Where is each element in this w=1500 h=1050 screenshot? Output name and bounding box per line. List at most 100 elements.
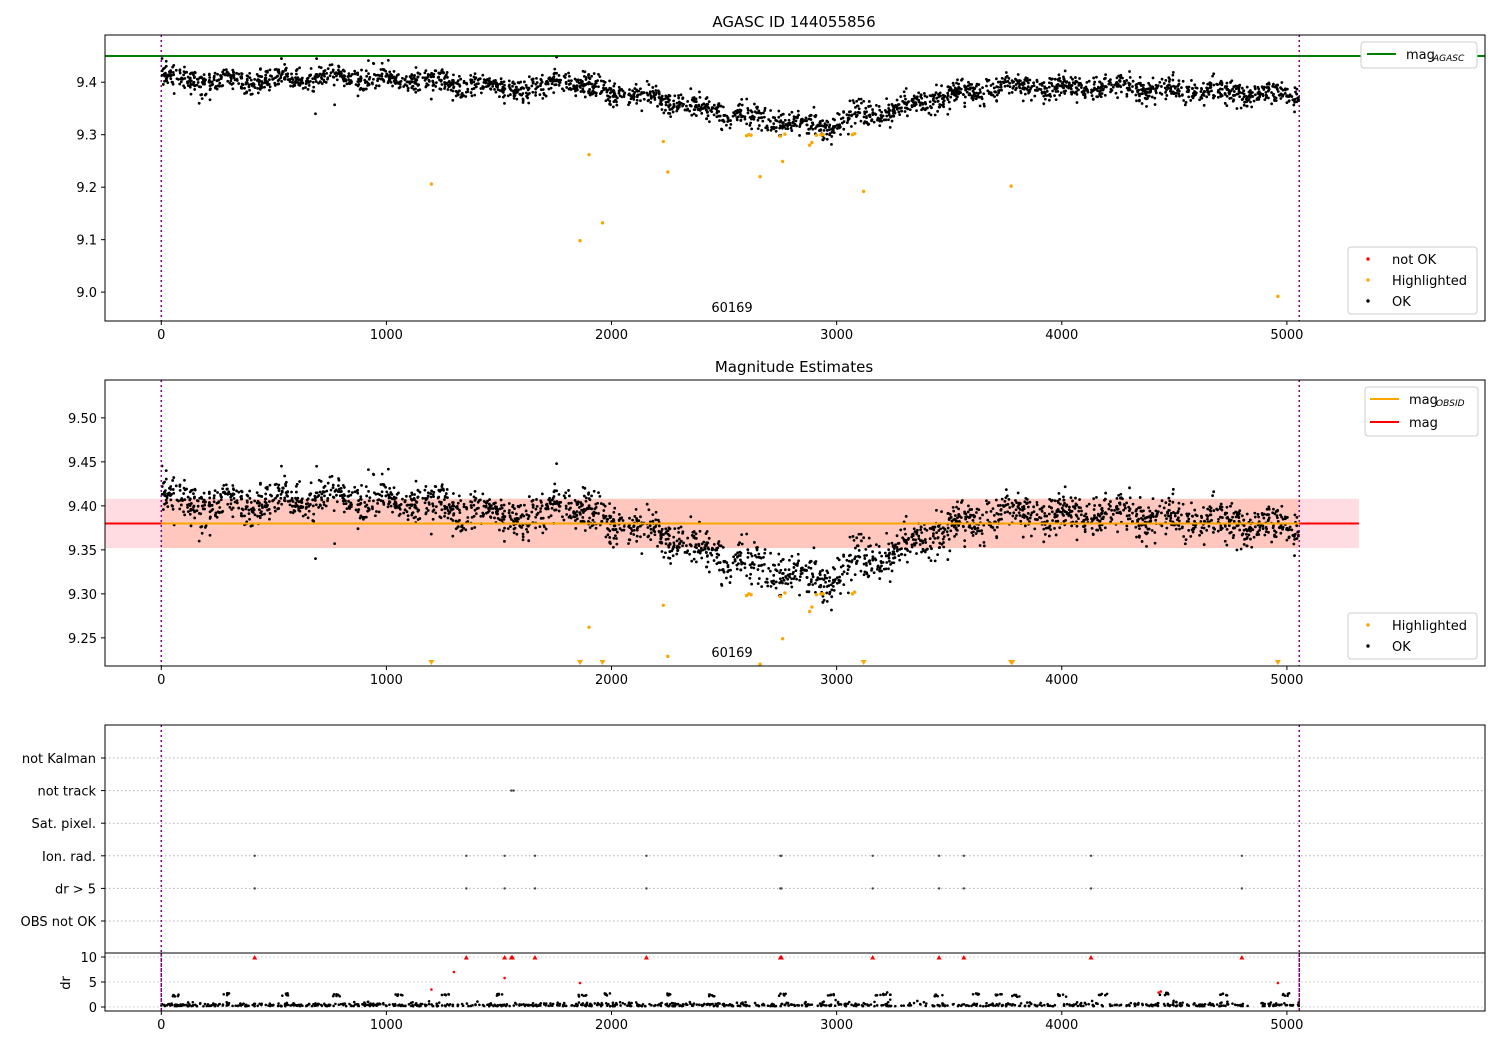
ok-point bbox=[426, 491, 430, 495]
ok-point bbox=[632, 95, 636, 99]
ok-point bbox=[177, 499, 180, 503]
ok-point bbox=[815, 578, 818, 582]
ok-point bbox=[189, 92, 193, 96]
ok-point bbox=[457, 74, 461, 78]
ok-point bbox=[955, 505, 958, 509]
ok-point bbox=[1093, 80, 1097, 84]
ok-point bbox=[447, 512, 451, 515]
ok-point bbox=[769, 551, 773, 555]
ok-point bbox=[212, 494, 216, 498]
ok-point bbox=[925, 95, 929, 99]
ok-point bbox=[1235, 548, 1239, 552]
ok-point bbox=[925, 106, 928, 110]
ok-point bbox=[353, 485, 357, 489]
x-tick-label: 0 bbox=[157, 328, 165, 343]
ok-point bbox=[245, 493, 249, 497]
ok-point bbox=[445, 71, 449, 74]
ok-point bbox=[412, 516, 416, 520]
ok-point bbox=[1168, 77, 1172, 81]
ok-point bbox=[1155, 514, 1159, 517]
ok-point bbox=[371, 472, 375, 476]
ok-point bbox=[905, 560, 909, 564]
ok-point bbox=[1245, 537, 1248, 540]
ok-point bbox=[654, 510, 658, 514]
ok-point bbox=[954, 526, 958, 530]
ok-point bbox=[761, 119, 765, 123]
ok-point bbox=[550, 506, 554, 510]
ok-point bbox=[1071, 505, 1075, 509]
ok-point bbox=[544, 527, 548, 531]
ok-point bbox=[957, 82, 961, 86]
ok-point bbox=[1288, 525, 1292, 529]
ok-point bbox=[889, 562, 892, 566]
ok-point bbox=[273, 68, 277, 72]
ok-point bbox=[904, 538, 908, 542]
ok-point bbox=[1145, 544, 1148, 548]
ok-point bbox=[796, 552, 800, 556]
ok-point bbox=[328, 475, 332, 479]
ok-point bbox=[371, 61, 375, 65]
ok-point bbox=[856, 110, 860, 114]
ok-point bbox=[957, 91, 961, 95]
ok-point bbox=[980, 97, 984, 101]
ok-point bbox=[469, 500, 472, 504]
ok-point bbox=[859, 119, 863, 123]
ok-point bbox=[1235, 107, 1239, 110]
ok-point bbox=[171, 507, 175, 511]
ok-point bbox=[1019, 519, 1023, 523]
ok-point bbox=[805, 119, 808, 123]
ok-point bbox=[946, 112, 950, 116]
ok-point bbox=[592, 72, 596, 75]
ok-point bbox=[811, 127, 815, 131]
ok-point bbox=[1242, 92, 1246, 96]
ok-point bbox=[440, 69, 444, 73]
ok-point bbox=[273, 506, 277, 509]
ok-point bbox=[290, 76, 294, 80]
ok-point bbox=[366, 509, 370, 513]
ok-point bbox=[342, 510, 346, 514]
ok-point bbox=[562, 89, 566, 93]
ok-point bbox=[462, 94, 465, 97]
ok-point bbox=[970, 94, 974, 98]
ok-point bbox=[509, 93, 512, 96]
ok-point bbox=[1274, 96, 1278, 100]
ok-point bbox=[948, 107, 952, 111]
ok-point bbox=[1232, 526, 1235, 530]
ok-point bbox=[182, 492, 186, 495]
ok-point bbox=[1261, 92, 1265, 96]
ok-point bbox=[1225, 528, 1229, 531]
ok-point bbox=[1131, 79, 1135, 83]
ok-point bbox=[1137, 506, 1141, 510]
ok-point bbox=[778, 126, 782, 130]
ok-point bbox=[1120, 90, 1123, 94]
ok-point bbox=[538, 93, 542, 97]
ok-point bbox=[1102, 498, 1106, 502]
ok-point bbox=[164, 477, 168, 481]
ok-point bbox=[967, 93, 971, 97]
ok-point bbox=[929, 559, 933, 562]
ok-point bbox=[1267, 516, 1271, 520]
ok-point bbox=[1134, 514, 1138, 518]
ok-point bbox=[178, 507, 182, 511]
ok-point bbox=[389, 491, 393, 494]
ok-point bbox=[449, 82, 453, 86]
ok-point bbox=[424, 85, 428, 89]
ok-point bbox=[503, 515, 507, 519]
ok-point bbox=[447, 503, 451, 507]
ok-point bbox=[322, 503, 326, 507]
ok-point bbox=[660, 108, 664, 111]
ok-point bbox=[677, 542, 681, 546]
ok-point bbox=[191, 71, 194, 75]
ok-point bbox=[693, 105, 697, 109]
ok-point bbox=[632, 524, 636, 528]
ok-point bbox=[311, 504, 315, 508]
ok-point bbox=[1008, 506, 1012, 509]
ok-point bbox=[169, 498, 173, 502]
ok-point bbox=[907, 536, 911, 540]
ok-point bbox=[1116, 96, 1120, 100]
ok-point bbox=[1093, 514, 1096, 517]
ok-point bbox=[398, 82, 401, 85]
ok-point bbox=[1042, 527, 1046, 531]
ok-point bbox=[705, 565, 709, 569]
ok-point bbox=[434, 85, 438, 88]
